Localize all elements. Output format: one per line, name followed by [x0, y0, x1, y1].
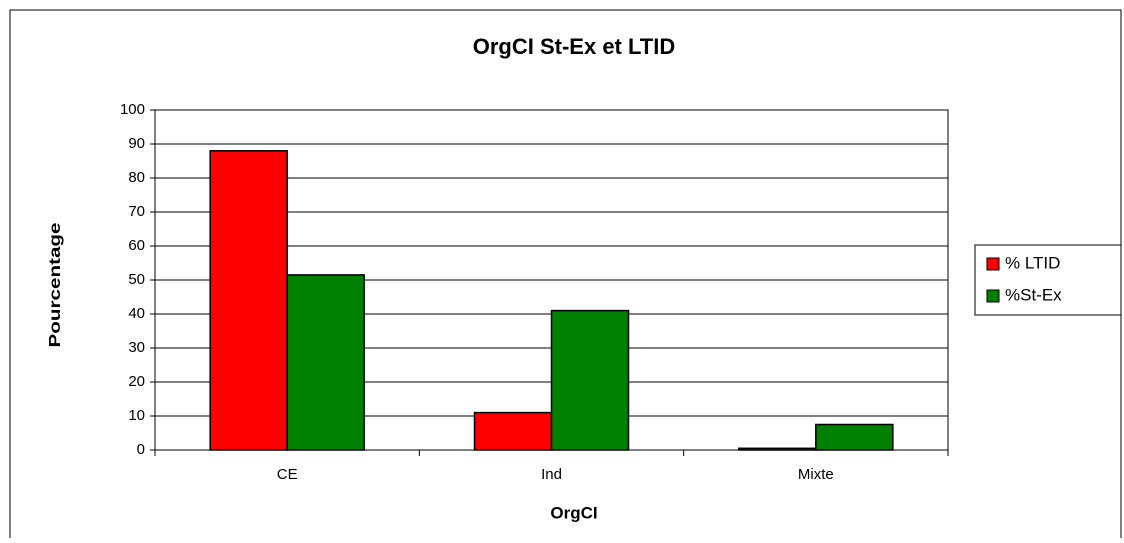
- chart-title: OrgCI St-Ex et LTID: [473, 34, 676, 59]
- y-tick-label: 80: [128, 169, 145, 186]
- legend-label: %St-Ex: [1005, 285, 1062, 304]
- legend-box: [974, 244, 1122, 316]
- y-tick-label: 70: [128, 203, 145, 220]
- y-tick-label: 50: [128, 271, 145, 288]
- x-tick-label: Mixte: [798, 466, 834, 483]
- bar: [209, 150, 288, 451]
- y-tick-label: 0: [137, 441, 145, 458]
- y-axis-title: Pourcentage: [47, 222, 64, 347]
- y-tick-label: 90: [128, 135, 145, 152]
- legend-swatch: [986, 257, 1000, 271]
- y-tick-label: 20: [128, 373, 145, 390]
- bar: [815, 423, 894, 451]
- y-tick-label: 30: [128, 339, 145, 356]
- bar: [550, 309, 630, 451]
- bar: [738, 447, 817, 451]
- legend-swatch: [986, 289, 1000, 303]
- y-tick-label: 100: [120, 101, 145, 118]
- bar: [286, 274, 365, 451]
- x-tick-label: CE: [277, 466, 298, 483]
- y-tick-label: 10: [128, 407, 145, 424]
- bar: [473, 411, 553, 451]
- y-tick-label: 60: [128, 237, 145, 254]
- x-axis-title: OrgCI: [550, 503, 597, 522]
- x-tick-label: Ind: [541, 466, 562, 483]
- y-tick-label: 40: [128, 305, 145, 322]
- legend-label: % LTID: [1005, 253, 1060, 272]
